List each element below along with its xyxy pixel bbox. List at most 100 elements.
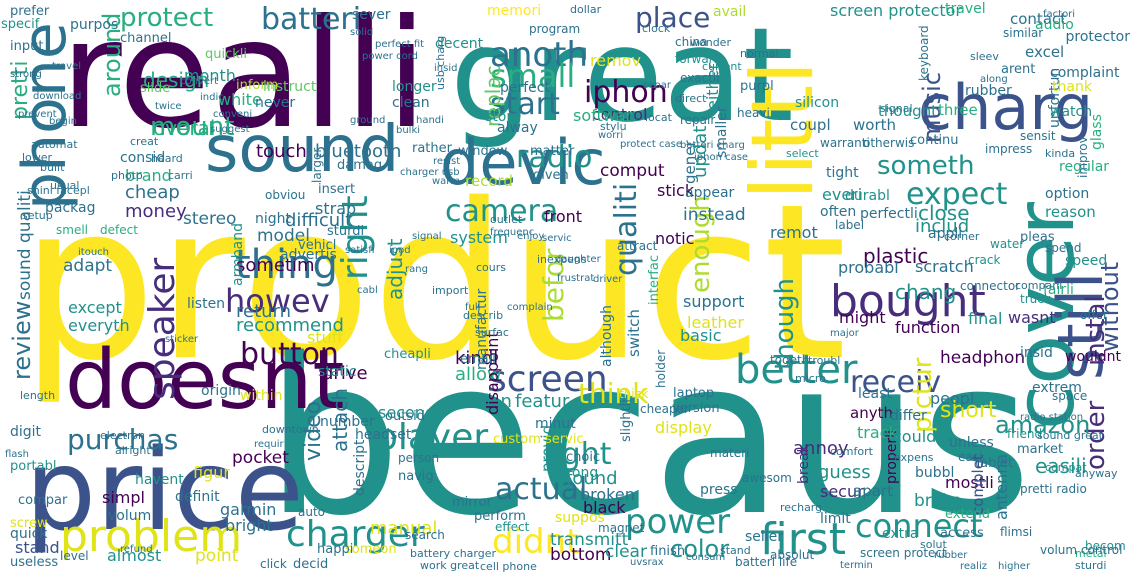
word-bright: bright: [225, 516, 273, 535]
word-simpl: simpl: [102, 488, 145, 507]
word-annoy: annoy: [793, 438, 849, 459]
word-sever: sever: [352, 7, 391, 23]
word-station: station: [450, 391, 512, 412]
word-camera: camera: [445, 194, 559, 229]
word-notic: notic: [655, 229, 695, 248]
word-travel: travel: [945, 1, 986, 17]
word-kinda: kinda: [1045, 147, 1076, 160]
word-includ: includ: [915, 216, 970, 237]
word-thick: thick: [619, 387, 649, 401]
word-iphon-case: iphon case: [694, 152, 749, 163]
word-lower: lower: [22, 151, 53, 164]
word-mount: mount: [150, 112, 235, 142]
word-troubl: troubl: [808, 354, 841, 367]
word-magnet: magnet: [598, 521, 645, 535]
word-volum: volum: [108, 508, 152, 524]
word-sticker: sticker: [165, 334, 199, 345]
word-great: great: [450, 0, 794, 151]
word-conveni: conveni: [213, 109, 253, 120]
word-metal: metal: [1075, 547, 1107, 560]
word-sound: sound: [205, 113, 400, 187]
word-howev: howev: [225, 282, 330, 320]
word-convert: convert: [180, 76, 219, 87]
word-screen-protect: screen protect: [860, 546, 947, 560]
word-descript: descript: [352, 439, 368, 496]
word-thank: thank: [1052, 79, 1092, 95]
word-amazon: amazon: [995, 411, 1091, 439]
word-frequenc: frequenc: [490, 227, 535, 238]
word-rubber: rubber: [965, 83, 1012, 99]
word-dollar: dollar: [570, 3, 602, 16]
word-resist: resist: [433, 156, 461, 167]
word-iphon: iphon: [584, 75, 668, 110]
word-power-cord: power cord: [362, 51, 418, 62]
word-purpos: purpos: [70, 17, 119, 33]
word-handi: handi: [416, 115, 444, 126]
word-packag: packag: [45, 200, 96, 216]
word-least: least: [858, 386, 892, 402]
word-bubbl: bubbl: [915, 465, 955, 481]
word-found: found: [566, 468, 618, 489]
word-comput: comput: [600, 161, 665, 181]
word-indic: indic: [200, 92, 224, 103]
word-micro: micro: [795, 372, 826, 385]
word-volum-control: volum control: [1040, 543, 1123, 557]
word-twice: twice: [155, 101, 182, 112]
word-coupl: coupl: [790, 116, 831, 134]
word-contact: contact: [1010, 10, 1067, 28]
word-everyth: everyth: [68, 316, 130, 335]
word-anoth: anoth: [490, 35, 589, 75]
word-headphon: headphon: [940, 348, 1026, 368]
word-appli: appli: [928, 226, 963, 242]
word-switch: switch: [625, 309, 643, 357]
word-sensit: sensit: [1020, 129, 1056, 143]
word-similar: similar: [1003, 26, 1044, 40]
word-level: level: [60, 549, 89, 563]
word-devic: devic: [440, 126, 606, 199]
word-tight: tight: [826, 165, 859, 181]
word-sturdi: sturdi: [327, 224, 365, 239]
word-direct: direct: [675, 92, 707, 105]
word-perfect: perfect: [500, 80, 550, 96]
word-clock: clock: [642, 22, 671, 35]
word-smell: smell: [56, 223, 88, 237]
word-touch: touch: [256, 141, 307, 162]
word-work-great: work great: [420, 559, 480, 572]
word-remot: remot: [770, 223, 818, 242]
word-excel: excel: [1025, 43, 1065, 61]
word-start: start: [490, 87, 560, 122]
word-couldnt: couldnt: [893, 427, 953, 446]
word-itouch: itouch: [78, 247, 109, 258]
word-perfect-fit: perfect fit: [375, 39, 425, 50]
word-problem: problem: [60, 511, 243, 562]
word-friend: friend: [1007, 427, 1043, 441]
word-overal: overal: [153, 116, 216, 140]
word-apart: apart: [853, 482, 893, 500]
word-email: email: [460, 352, 496, 367]
word-awesom: awesom: [742, 471, 792, 485]
word-regular: regular: [1059, 159, 1110, 175]
word-slightli: slightli: [619, 399, 634, 442]
word-quickli: quickli: [205, 47, 248, 62]
word-normal: normal: [740, 47, 779, 60]
word-flimsi: flimsi: [1000, 525, 1033, 539]
word-attract: attract: [617, 239, 658, 253]
word-prevent: prevent: [18, 109, 57, 120]
word-improv: improv: [1076, 136, 1090, 178]
word-slide: slide: [140, 81, 171, 96]
word-comfort: comfort: [830, 445, 873, 458]
word-sturdi: sturdi: [1075, 559, 1107, 572]
word-requir: requir: [254, 439, 284, 450]
word-pocket: pocket: [232, 448, 289, 468]
word-driver: driver: [593, 274, 623, 285]
word-bulki: bulki: [396, 125, 421, 136]
word-memori: memori: [487, 3, 542, 19]
word-price: price: [25, 426, 304, 556]
word-outlet: outlet: [490, 213, 523, 226]
word-uvsrax: uvsrax: [630, 557, 664, 568]
word-expect: expect: [906, 177, 1008, 212]
word-durabl: durabl: [845, 188, 890, 204]
word-sound-great: sound great: [1037, 429, 1103, 442]
word-speaker: speaker: [142, 257, 183, 400]
word-signal: signal: [412, 231, 442, 242]
